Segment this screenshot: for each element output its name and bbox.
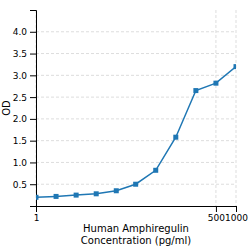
- x-axis-title-line: Concentration (pg/ml): [81, 235, 191, 246]
- tick: 500: [208, 206, 225, 223]
- tick-label: 500: [208, 213, 225, 223]
- tick-mark: [30, 32, 36, 33]
- point: [114, 188, 119, 193]
- tick-mark: [30, 141, 36, 142]
- tick-mark: [30, 119, 36, 120]
- tick-mark: [30, 54, 36, 55]
- grid-line: [36, 31, 236, 32]
- tick: 3.0: [13, 71, 36, 81]
- chart: 1 5001000 0.5 1.0 1.5 2.0 2.5 3.0 3.5 4.0 Human Am…: [0, 0, 250, 250]
- grid: [36, 10, 236, 206]
- point: [36, 195, 39, 200]
- grid-line: [36, 97, 236, 98]
- tick-label: 1000: [225, 213, 248, 223]
- grid-line: [36, 162, 236, 163]
- tick: 2.0: [13, 114, 36, 124]
- grid-line: [36, 140, 236, 141]
- series: [36, 64, 236, 200]
- point: [234, 64, 237, 69]
- tick-label: 3.5: [13, 49, 27, 59]
- tick-label: 4.0: [13, 27, 28, 37]
- tick: 1000: [225, 206, 248, 223]
- axis-line: [37, 207, 237, 213]
- tick-label: 2.0: [13, 114, 28, 124]
- tick: 3.5: [13, 49, 36, 59]
- tick-label: 2.5: [13, 92, 27, 102]
- point: [213, 81, 218, 86]
- tick-mark: [30, 162, 36, 163]
- tick-label: 3.0: [13, 71, 28, 81]
- point: [193, 88, 198, 93]
- tick: 1.5: [13, 136, 36, 146]
- grid-line: [36, 53, 236, 54]
- tick: 4.0: [13, 27, 36, 37]
- axis-line: [30, 11, 37, 207]
- y-axis: 0.5 1.0 1.5 2.0 2.5 3.0 3.5 4.0: [13, 11, 37, 207]
- point: [94, 191, 99, 196]
- tick: 1.0: [13, 158, 36, 168]
- y-axis-title: OD: [1, 100, 12, 116]
- plot-area: 1 5001000 0.5 1.0 1.5 2.0 2.5 3.0 3.5 4.0: [13, 10, 249, 223]
- tick: 2.5: [13, 92, 36, 102]
- tick-mark: [216, 206, 217, 212]
- tick-mark: [30, 184, 36, 185]
- x-axis-title-line: Human Amphiregulin: [83, 223, 189, 234]
- line: [36, 67, 236, 198]
- tick: 0.5: [13, 180, 36, 190]
- tick-mark: [236, 206, 237, 212]
- tick-label: 1: [34, 213, 40, 223]
- point: [153, 168, 158, 173]
- point: [173, 135, 178, 140]
- x-axis-title: Human AmphiregulinConcentration (pg/ml): [81, 223, 191, 246]
- tick: 1: [34, 206, 40, 223]
- point: [74, 193, 79, 198]
- grid-line: [36, 75, 236, 76]
- tick-label: 1.0: [13, 158, 28, 168]
- grid-line: [36, 118, 236, 119]
- tick-label: 1.5: [13, 136, 27, 146]
- grid-line: [236, 10, 237, 206]
- point: [133, 182, 138, 187]
- tick-mark: [30, 75, 36, 76]
- point: [54, 194, 59, 199]
- tick-label: 0.5: [13, 180, 27, 190]
- x-axis: 1 5001000: [34, 206, 249, 223]
- tick-mark: [30, 97, 36, 98]
- grid-line: [215, 10, 216, 206]
